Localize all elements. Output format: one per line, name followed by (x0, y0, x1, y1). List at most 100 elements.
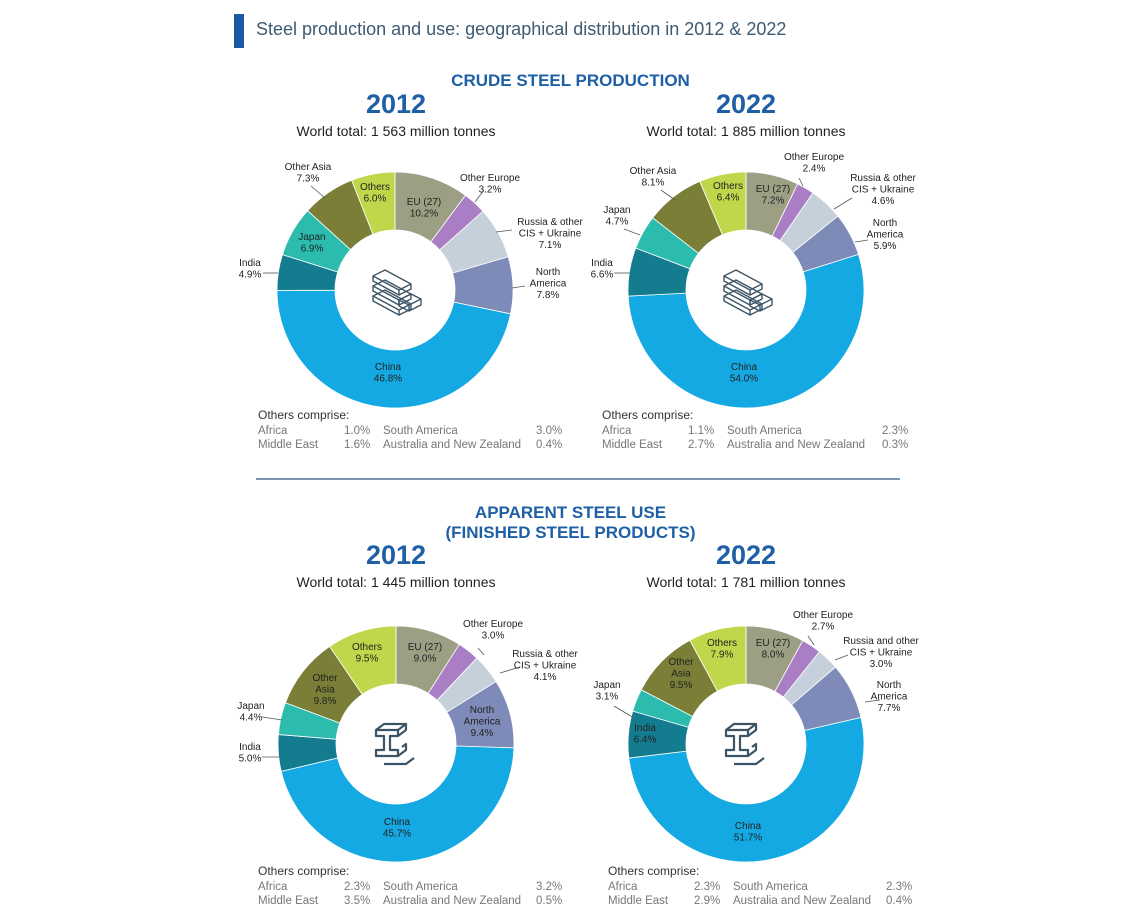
world-total: World total: 1 563 million tonnes (296, 123, 496, 139)
year-heading: 2012 (365, 89, 427, 119)
slice-label-other-asia: Other Asia 8.1% (630, 166, 677, 189)
slice-china (627, 253, 865, 409)
slice-label-others: Others 6.0% (360, 182, 390, 205)
others-value: 0.4% (886, 895, 913, 907)
slice-label-japan: Japan 3.1% (593, 680, 620, 703)
leader-line (660, 189, 676, 201)
slice-others (329, 625, 397, 695)
steel-beam-icon (374, 722, 415, 766)
leader-line (613, 705, 635, 719)
others-comprise-block: Others comprise: Africa 2.3% South Ameri… (608, 864, 918, 909)
slice-label-japan: Japan 4.4% (237, 701, 264, 724)
others-row: Africa 2.3% South America 3.2% (258, 881, 568, 895)
others-row: Middle East 2.9% Australia and New Zeala… (608, 895, 918, 909)
slice-label-north-america: North America 7.7% (871, 680, 908, 714)
others-value: 2.3% (882, 425, 909, 437)
slice-label-others: Others 9.5% (352, 642, 382, 665)
leader-line (477, 647, 485, 656)
others-comprise-label: Others comprise: (602, 408, 694, 422)
others-value: 2.3% (344, 881, 371, 893)
slice-label-russia-other-cis-ukraine: Russia & other CIS + Ukraine 7.1% (517, 217, 583, 251)
others-value: 1.1% (688, 425, 715, 437)
others-value: 0.5% (536, 895, 563, 907)
others-row: Africa 1.0% South America 3.0% (258, 425, 568, 439)
others-value: 1.6% (344, 439, 371, 451)
slice-china (276, 289, 512, 409)
slice-label-north-america: North America 9.4% (464, 705, 501, 739)
use-section-title: APPARENT STEEL USE (474, 503, 667, 522)
others-region: Middle East (608, 895, 669, 907)
leader-line (474, 189, 485, 203)
others-value: 2.3% (694, 881, 721, 893)
slice-label-other-asia: Other Asia 7.3% (285, 162, 332, 185)
others-value: 2.7% (688, 439, 715, 451)
others-comprise-block: Others comprise: Africa 1.1% South Ameri… (602, 408, 912, 453)
others-region: Africa (258, 881, 288, 893)
others-value: 0.4% (536, 439, 563, 451)
others-region: South America (383, 881, 458, 893)
others-region: Australia and New Zealand (733, 895, 872, 907)
others-row: Africa 2.3% South America 2.3% (608, 881, 918, 895)
leader-line (834, 654, 849, 661)
slice-label-russia-other-cis-ukraine: Russia & other CIS + Ukraine 4.6% (850, 173, 916, 207)
others-region: Middle East (602, 439, 663, 451)
world-total: World total: 1 445 million tonnes (296, 574, 496, 590)
leader-line (807, 635, 815, 646)
slice-label-china: China 46.8% (374, 362, 402, 385)
others-region: Australia and New Zealand (727, 439, 866, 451)
others-value: 1.0% (344, 425, 371, 437)
others-value: 2.3% (886, 881, 913, 893)
others-value: 3.0% (536, 425, 563, 437)
slice-label-eu-27: EU (27) 10.2% (407, 197, 441, 220)
slice-label-other-europe: Other Europe 3.0% (463, 619, 523, 642)
leader-line (310, 185, 326, 199)
slice-label-india: India 4.9% (239, 258, 262, 281)
leader-line (499, 666, 521, 674)
slice-others (351, 171, 396, 235)
slice-label-other-asia: Other Asia 9.5% (668, 657, 694, 691)
others-region: South America (733, 881, 808, 893)
leader-line (864, 699, 881, 703)
slice-label-others: Others 6.4% (713, 181, 743, 204)
slice-label-eu-27: EU (27) 9.0% (408, 642, 442, 665)
others-region: South America (383, 425, 458, 437)
leader-line (623, 228, 641, 236)
others-value: 3.2% (536, 881, 563, 893)
others-comprise-block: Others comprise: Africa 2.3% South Ameri… (258, 864, 568, 909)
slice-label-eu-27: EU (27) 8.0% (756, 638, 790, 661)
leader-line (511, 285, 526, 289)
leader-line (495, 229, 513, 233)
others-row: Africa 1.1% South America 2.3% (602, 425, 912, 439)
others-row: Middle East 2.7% Australia and New Zeala… (602, 439, 912, 453)
slice-others (699, 171, 747, 236)
slice-label-india: India 6.6% (591, 258, 614, 281)
steel-ingot-icon (372, 269, 422, 316)
others-row: Middle East 1.6% Australia and New Zeala… (258, 439, 568, 453)
others-region: South America (727, 425, 802, 437)
year-heading: 2022 (715, 89, 777, 119)
section-divider (256, 478, 900, 480)
others-region: Australia and New Zealand (383, 895, 522, 907)
leader-line (798, 177, 804, 187)
slice-label-russia-other-cis-ukraine: Russia & other CIS + Ukraine 4.1% (512, 649, 578, 683)
slice-label-japan: Japan 6.9% (298, 232, 325, 255)
use-section-subtitle: (FINISHED STEEL PRODUCTS) (445, 523, 696, 542)
others-region: Africa (258, 425, 288, 437)
slice-label-india: India 5.0% (239, 742, 262, 765)
others-region: Africa (608, 881, 638, 893)
slice-label-north-america: North America 7.8% (530, 267, 567, 301)
title-accent-bar (234, 14, 244, 48)
slice-label-russia-and-other-cis-ukraine: Russia and other CIS + Ukraine 3.0% (843, 636, 919, 670)
slice-label-india: India 6.4% (634, 723, 657, 746)
slice-label-china: China 45.7% (383, 817, 411, 840)
others-comprise-label: Others comprise: (258, 408, 350, 422)
others-value: 3.5% (344, 895, 371, 907)
slice-label-eu-27: EU (27) 7.2% (756, 184, 790, 207)
slice-label-japan: Japan 4.7% (603, 205, 630, 228)
others-value: 0.3% (882, 439, 909, 451)
slice-china (628, 717, 865, 863)
